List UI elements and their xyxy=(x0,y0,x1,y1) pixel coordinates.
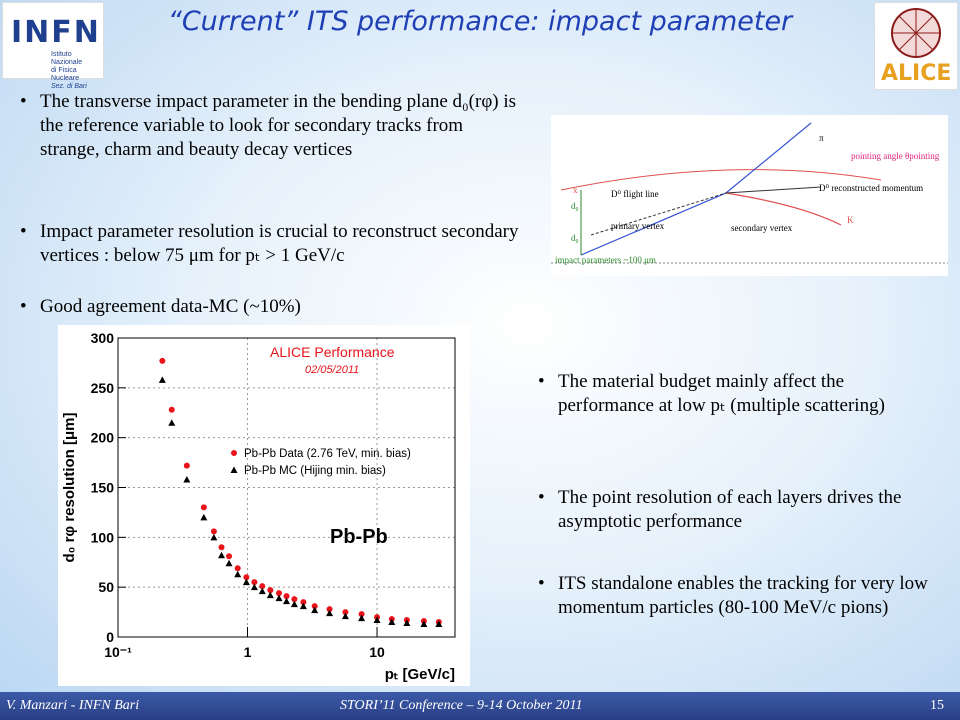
point xyxy=(183,476,191,483)
diagram-label: K xyxy=(847,215,854,225)
point xyxy=(225,559,233,567)
footer: V. Manzari - INFN Bari STORI’11 Conferen… xyxy=(0,692,960,720)
point xyxy=(251,579,258,586)
diagram-label: primary vertex xyxy=(611,221,665,231)
point xyxy=(200,504,207,511)
y-tick-label: 200 xyxy=(91,430,115,446)
diagram-label: x xyxy=(573,185,578,195)
point xyxy=(311,603,318,610)
point xyxy=(403,619,411,627)
logo-text: ALICE xyxy=(881,61,952,86)
point xyxy=(300,599,307,606)
point xyxy=(158,376,166,383)
diagram-label: D⁰ flight line xyxy=(611,189,659,199)
point xyxy=(168,406,175,413)
y-tick-label: 150 xyxy=(91,480,115,496)
diagram-label: impact parameters ~100 μm xyxy=(555,255,656,265)
bullet: The material budget mainly affect the pe… xyxy=(538,370,938,418)
bullet: Good agreement data-MC (~10%) xyxy=(20,295,520,319)
point xyxy=(326,606,333,613)
point xyxy=(373,616,381,624)
point xyxy=(326,609,334,617)
bullet: Impact parameter resolution is crucial t… xyxy=(20,220,545,268)
slide-title: “Current” ITS performance: impact parame… xyxy=(167,6,793,37)
x-axis-label: pₜ [GeV/c] xyxy=(385,666,455,683)
legend-label: Pb-Pb Data (2.76 TeV, min. bias) xyxy=(244,448,411,460)
diagram-label: pointing angle θpointing xyxy=(851,151,940,161)
point xyxy=(275,590,282,597)
point xyxy=(234,570,242,578)
plot-frame xyxy=(117,337,456,638)
point xyxy=(210,533,218,541)
point xyxy=(358,611,365,618)
x-tick-label: 1 xyxy=(244,644,252,660)
point xyxy=(311,606,319,614)
point xyxy=(267,587,274,594)
diagram-label: d₀ xyxy=(571,201,579,211)
logo-text: di Fisica Nucleare xyxy=(51,67,80,82)
point xyxy=(342,609,349,616)
point xyxy=(159,357,166,364)
point xyxy=(259,583,266,590)
point xyxy=(250,583,258,591)
legend-marker xyxy=(231,450,237,456)
point xyxy=(275,594,283,602)
point xyxy=(226,553,233,560)
point xyxy=(266,591,274,599)
point xyxy=(183,462,190,469)
point xyxy=(242,578,250,586)
page-number: 15 xyxy=(930,698,944,713)
diagram-graphic xyxy=(551,122,948,264)
logo-text: INFN xyxy=(11,15,101,50)
point xyxy=(243,574,250,581)
annotation: 02/05/2011 xyxy=(305,364,359,376)
footer-text: V. Manzari - INFN Bari xyxy=(6,698,140,713)
y-tick-label: 0 xyxy=(106,629,114,645)
x-tick-label: 10 xyxy=(369,644,385,660)
point xyxy=(210,528,217,535)
bullet: The transverse impact parameter in the b… xyxy=(20,90,520,162)
alice-logo: ALICE xyxy=(874,2,958,90)
point xyxy=(299,602,307,610)
bullet: The point resolution of each layers driv… xyxy=(538,486,938,534)
y-tick-label: 100 xyxy=(91,529,115,545)
y-axis-label: d₀ rφ resolution [μm] xyxy=(61,412,78,562)
diagram-label: π xyxy=(819,133,824,143)
diagram-label: D⁰ reconstructed momentum xyxy=(819,183,924,193)
legend-label: Pb-Pb MC (Hijing min. bias) xyxy=(244,465,386,477)
point xyxy=(258,587,266,595)
footer-text: STORI’11 Conference – 9-14 October 2011 xyxy=(340,698,583,713)
point xyxy=(283,593,290,600)
point xyxy=(291,596,298,603)
y-tick-label: 50 xyxy=(98,579,114,595)
point xyxy=(358,614,366,622)
y-tick-label: 300 xyxy=(91,330,115,346)
bullet: ITS standalone enables the tracking for … xyxy=(538,572,938,620)
diagram-label: d₀ xyxy=(571,233,579,243)
decay-diagram: π pointing angle θpointing D⁰ flight lin… xyxy=(551,115,948,276)
point xyxy=(435,620,443,628)
x-tick-label: 10⁻¹ xyxy=(104,644,132,660)
logo-text: Sez. di Bari xyxy=(51,83,87,90)
point xyxy=(388,618,396,626)
logo-graphic xyxy=(891,8,941,58)
point xyxy=(341,612,349,620)
point xyxy=(168,419,176,426)
point xyxy=(234,565,241,572)
point xyxy=(218,551,226,559)
annotation: Pb-Pb xyxy=(330,526,388,548)
legend-marker xyxy=(230,466,238,473)
diagram-label: secondary vertex xyxy=(731,223,793,233)
point xyxy=(283,597,290,605)
y-tick-label: 250 xyxy=(91,380,115,396)
annotation: ALICE Performance xyxy=(270,344,395,360)
infn-logo: INFN Istituto Nazionale di Fisica Nuclea… xyxy=(2,2,104,90)
point xyxy=(218,544,225,551)
point xyxy=(200,513,208,521)
point xyxy=(420,620,428,628)
chart: 0 50 100 150 200 250 300 10⁻¹ 1 10 d₀ rφ resolutio… xyxy=(58,325,470,686)
point xyxy=(290,600,298,608)
logo-text: Istituto Nazionale xyxy=(51,51,83,66)
